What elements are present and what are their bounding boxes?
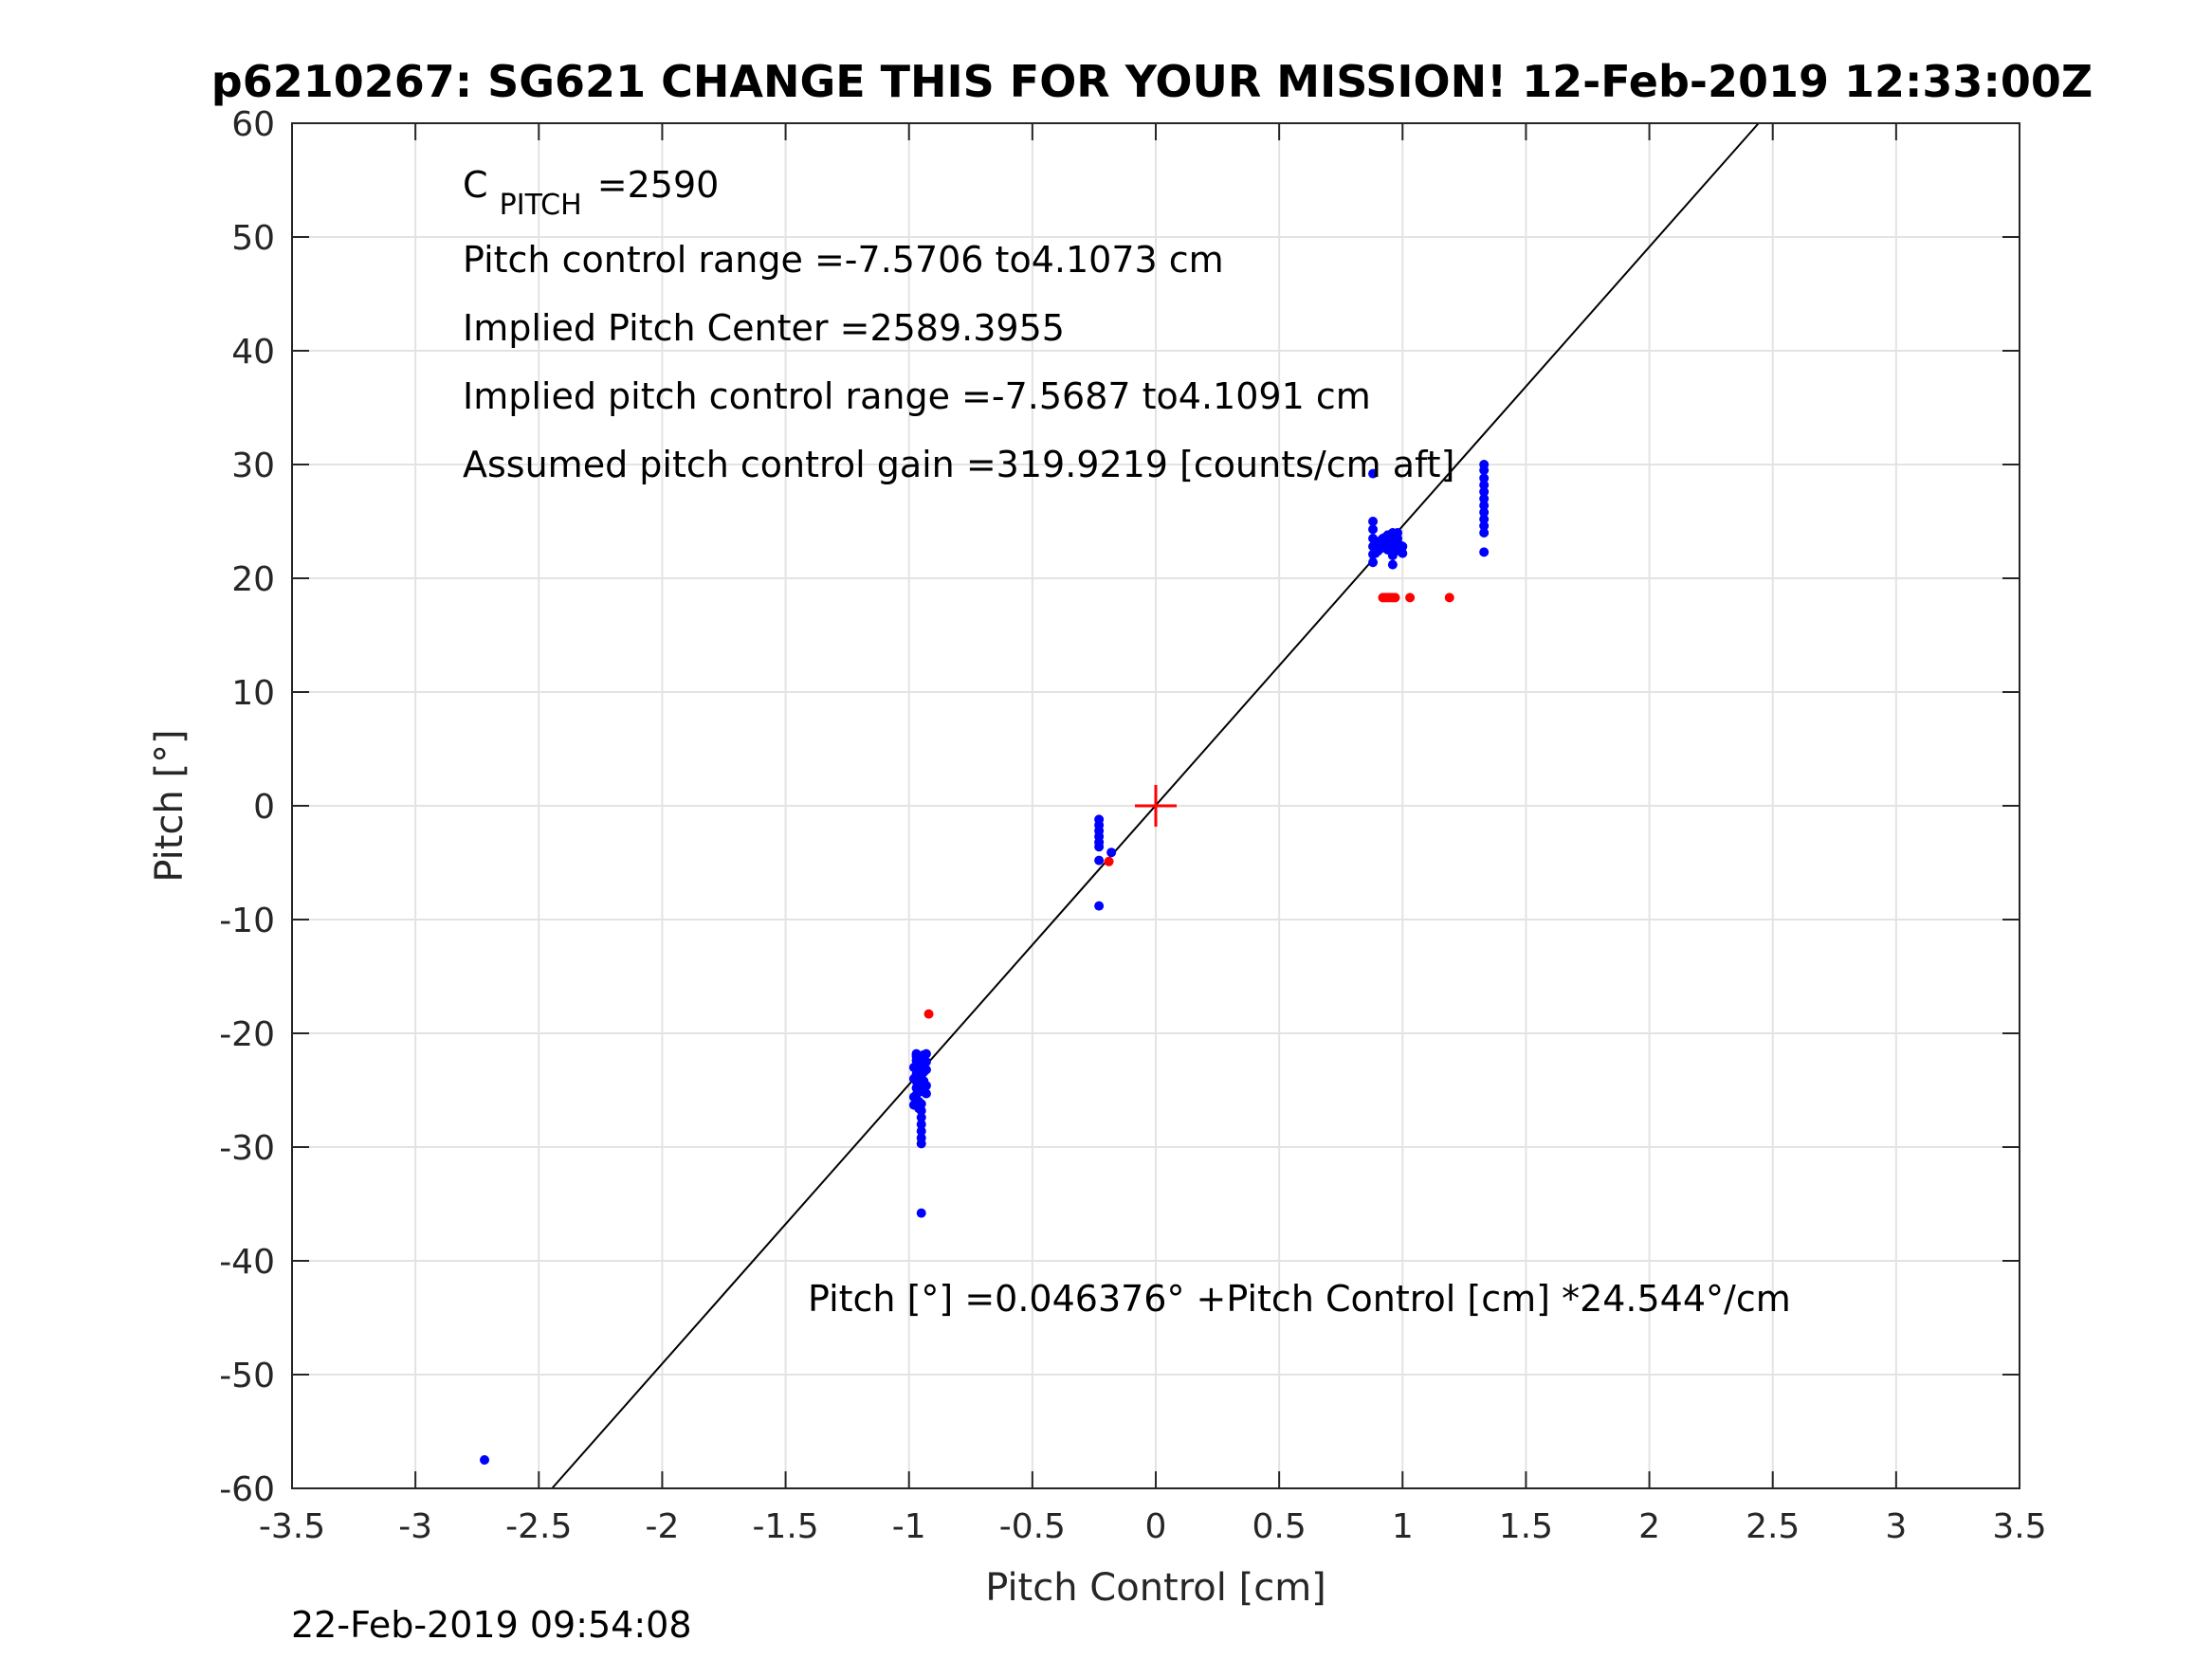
cpitch-annotation: C PITCH =2590 (463, 164, 719, 223)
y-tick-label: -50 (219, 1357, 275, 1395)
x-tick-label: -2 (645, 1507, 679, 1546)
data-point (916, 1112, 926, 1122)
data-point (1390, 592, 1400, 603)
data-point (1479, 507, 1490, 518)
fit-equation-annotation: Pitch [°] =0.046376° +Pitch Control [cm]… (808, 1278, 1791, 1320)
data-point (1444, 592, 1454, 603)
data-points (480, 460, 1490, 1465)
chart-title: p6210267: SG621 CHANGE THIS FOR YOUR MIS… (211, 56, 2093, 107)
data-point (1398, 548, 1408, 558)
data-point (908, 1074, 919, 1084)
data-point (908, 1092, 919, 1103)
data-point (1368, 557, 1379, 568)
data-point (921, 1065, 931, 1075)
x-tick-label: 1 (1392, 1507, 1414, 1546)
data-point (921, 1081, 931, 1091)
x-tick-label: 3 (1885, 1507, 1907, 1546)
cpitch-subscript: PITCH (500, 189, 582, 222)
data-point (1479, 528, 1490, 538)
data-point (1479, 501, 1490, 511)
x-tick-label: 0 (1145, 1507, 1167, 1546)
cpitch-base: C (463, 164, 488, 206)
implied-pitch-range-annotation: Implied pitch control range =-7.5687 to4… (463, 375, 1371, 417)
x-tick-label: -3.5 (259, 1507, 325, 1546)
y-tick-label: -10 (219, 902, 275, 940)
data-point (1368, 524, 1379, 535)
data-point (921, 1057, 931, 1066)
y-tick-label: -20 (219, 1015, 275, 1054)
y-tick-label: 50 (231, 219, 275, 258)
x-tick-label: 1.5 (1499, 1507, 1553, 1546)
data-point (1479, 514, 1490, 524)
data-point (480, 1455, 490, 1465)
timestamp: 22-Feb-2019 09:54:08 (291, 1604, 692, 1646)
axis-ticks: -3.5 -3 -2.5 -2 -1.5 -1 -0.5 0 0.5 1 1.5 2 2.5 3 3.5 -6… (219, 105, 2046, 1546)
pitch-gain-annotation: Assumed pitch control gain =319.9219 [co… (463, 444, 1454, 485)
data-point (1479, 480, 1490, 490)
data-point (921, 1088, 931, 1099)
data-point (908, 1100, 919, 1110)
data-point (1094, 855, 1105, 866)
x-tick-label: -1 (892, 1507, 926, 1546)
data-point (916, 1099, 926, 1109)
data-point (1398, 541, 1408, 552)
x-tick-label: -2.5 (505, 1507, 572, 1546)
data-point (1094, 842, 1105, 852)
x-tick-label: -1.5 (752, 1507, 818, 1546)
data-point (1094, 901, 1105, 911)
y-tick-label: 60 (231, 105, 275, 144)
data-point (1405, 592, 1416, 603)
data-point (1479, 520, 1490, 531)
y-tick-label: -40 (219, 1243, 275, 1282)
data-point (921, 1048, 931, 1059)
y-tick-label: 10 (231, 674, 275, 713)
y-tick-label: 20 (231, 560, 275, 599)
x-tick-label: 2.5 (1746, 1507, 1800, 1546)
data-point (908, 1063, 919, 1072)
implied-pitch-center-annotation: Implied Pitch Center =2589.3955 (463, 307, 1065, 349)
data-point (1479, 547, 1490, 557)
center-marker-layer (1135, 785, 1177, 827)
y-tick-label: -60 (219, 1470, 275, 1509)
x-tick-label: -3 (398, 1507, 432, 1546)
data-point (1106, 848, 1117, 858)
data-point (916, 1120, 926, 1129)
data-point (916, 1126, 926, 1137)
data-point (1368, 468, 1379, 479)
data-point (1479, 473, 1490, 483)
data-point (1479, 494, 1490, 503)
data-point (916, 1139, 926, 1149)
y-tick-label: 30 (231, 447, 275, 485)
data-point (1479, 465, 1490, 475)
x-tick-label: -0.5 (999, 1507, 1066, 1546)
data-point (1368, 517, 1379, 526)
cpitch-value: =2590 (597, 164, 720, 206)
pitch-control-range-annotation: Pitch control range =-7.5706 to4.1073 cm (463, 239, 1224, 281)
data-point (1387, 559, 1398, 570)
x-axis-label: Pitch Control [cm] (985, 1566, 1326, 1610)
y-tick-label: 40 (231, 333, 275, 372)
data-point (1479, 486, 1490, 497)
x-tick-label: 2 (1638, 1507, 1660, 1546)
data-point (916, 1105, 926, 1116)
y-axis-label: Pitch [°] (148, 729, 192, 882)
y-tick-label: -30 (219, 1129, 275, 1168)
data-point (923, 1009, 934, 1019)
x-tick-label: 0.5 (1252, 1507, 1307, 1546)
data-point (1104, 856, 1114, 866)
y-tick-label: 0 (253, 788, 275, 827)
x-tick-label: 3.5 (1992, 1507, 2046, 1546)
data-point (916, 1208, 926, 1218)
